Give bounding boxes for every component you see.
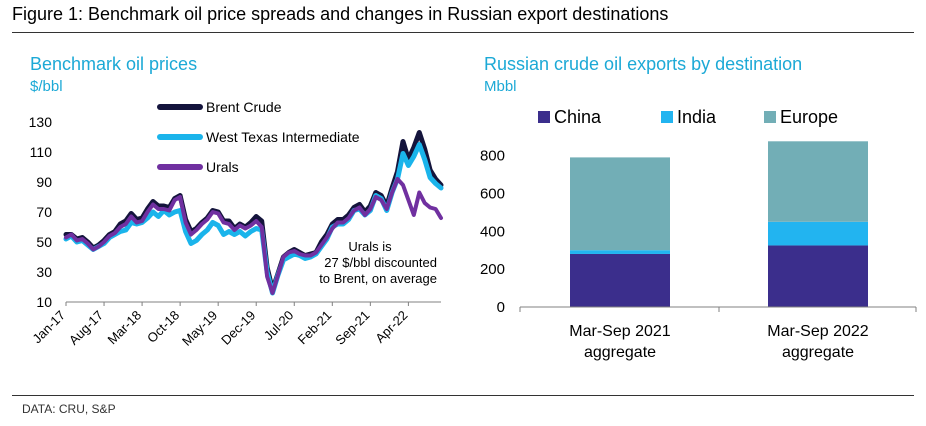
bar-segment-china	[768, 245, 868, 307]
bar-segment-china	[570, 253, 670, 307]
source-note: DATA: CRU, S&P	[22, 402, 116, 416]
y-tick-label: 10	[36, 294, 52, 310]
y-tick-label: 50	[36, 234, 52, 250]
figure-title: Figure 1: Benchmark oil price spreads an…	[12, 4, 669, 24]
legend-swatch-china	[538, 111, 550, 123]
bar-segment-europe	[768, 141, 868, 222]
y-tick-label: 600	[480, 185, 505, 202]
legend-label-europe: Europe	[780, 107, 838, 127]
legend-swatch-europe	[764, 111, 776, 123]
y-tick-label: 0	[497, 299, 505, 316]
series-line-urals	[64, 177, 443, 295]
legend-label-brent: Brent Crude	[206, 99, 282, 115]
x-category-label: aggregate	[782, 344, 854, 361]
bar-chart-y-unit: Mbbl	[484, 78, 517, 95]
y-tick-label: 30	[36, 264, 52, 280]
y-tick-label: 400	[480, 223, 505, 240]
y-tick-label: 110	[30, 144, 53, 160]
bar-segment-india	[768, 221, 868, 246]
line-chart-y-unit: $/bbl	[30, 78, 63, 95]
y-tick-label: 800	[480, 148, 505, 165]
line-chart-title: Benchmark oil prices	[30, 54, 198, 74]
y-tick-label: 90	[36, 174, 52, 190]
bar-segment-india	[570, 250, 670, 254]
x-category-label: Mar-Sep 2021	[569, 323, 670, 340]
bar-chart-title: Russian crude oil exports by destination	[484, 54, 803, 74]
x-category-label: Mar-Sep 2022	[767, 323, 868, 340]
legend-label-china: China	[554, 107, 602, 127]
legend-label-india: India	[677, 107, 717, 127]
urals-discount-annotation: Urals is 27 $/bbl discounted to Brent, on …	[319, 239, 437, 286]
bottom-rule	[12, 395, 914, 396]
top-rule	[12, 32, 914, 33]
y-tick-label: 130	[29, 114, 53, 130]
x-category-label: aggregate	[584, 344, 656, 361]
y-tick-label: 200	[480, 261, 505, 278]
bar-segment-europe	[570, 157, 670, 251]
y-tick-label: 70	[36, 204, 52, 220]
legend-label-urals: Urals	[206, 159, 239, 175]
legend-label-wti: West Texas Intermediate	[206, 129, 360, 145]
legend-swatch-india	[661, 111, 673, 123]
